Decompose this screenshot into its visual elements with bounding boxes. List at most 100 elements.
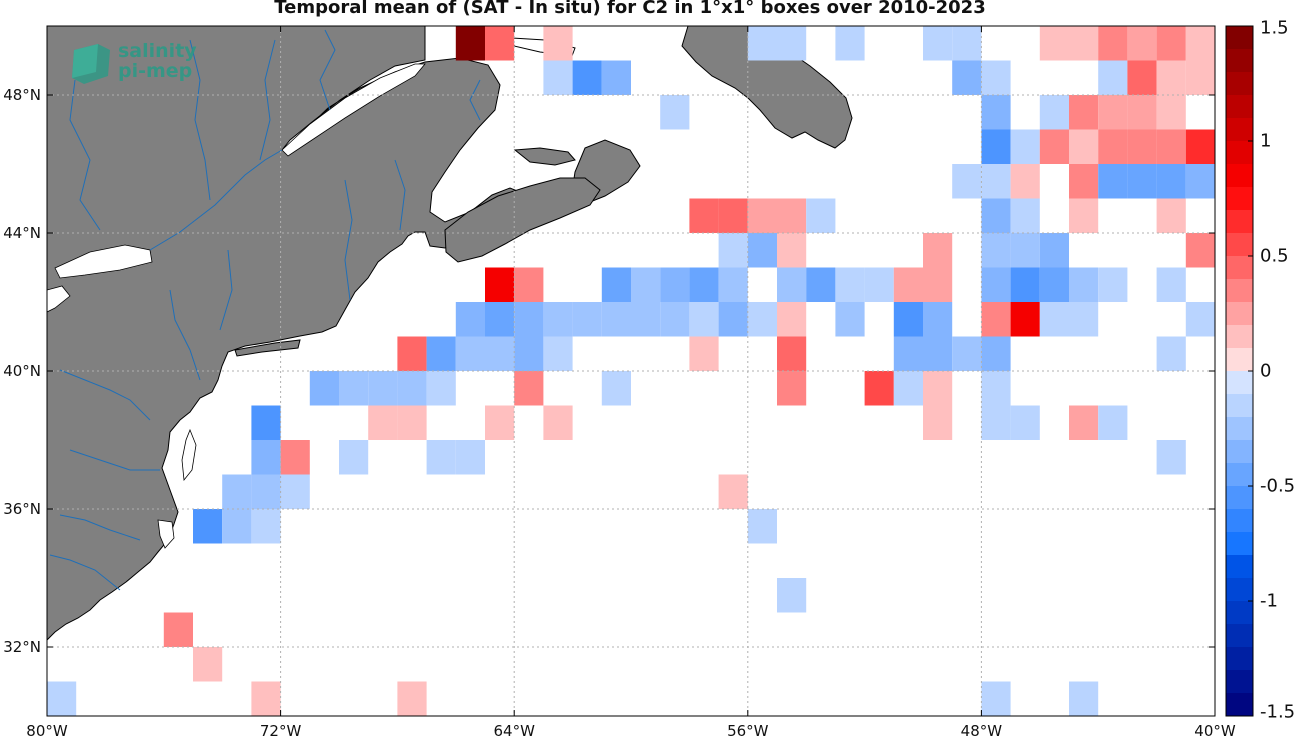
data-cell (163, 612, 193, 647)
colorbar-step (1226, 210, 1253, 234)
data-cell (1156, 26, 1186, 61)
data-cell (689, 198, 719, 233)
data-cell (1069, 164, 1099, 199)
data-cell (893, 336, 923, 371)
data-cell (1098, 405, 1128, 440)
data-cell (1156, 164, 1186, 199)
colorbar-step (1226, 670, 1253, 694)
data-cell (397, 336, 427, 371)
colorbar-step (1226, 72, 1253, 96)
data-cell (747, 198, 777, 233)
data-cell (747, 302, 777, 337)
colorbar-step (1226, 394, 1253, 418)
data-cell (893, 267, 923, 302)
colorbar-tick-label: 1.5 (1260, 17, 1289, 39)
data-cell (835, 267, 865, 302)
data-cell (543, 26, 573, 61)
colorbar-step (1226, 509, 1253, 533)
y-tick-label: 40°N (3, 362, 41, 380)
data-cell (981, 95, 1011, 130)
data-cell (222, 509, 252, 544)
data-cell (309, 371, 339, 406)
logo-line-2: pi-mep (118, 60, 193, 82)
river (344, 179, 353, 301)
data-cell (426, 336, 456, 371)
colorbar-step (1226, 463, 1253, 487)
data-cell (572, 302, 602, 337)
colorbar-step (1226, 325, 1253, 349)
data-cell (835, 26, 865, 61)
data-cell (543, 302, 573, 337)
colorbar-step (1226, 371, 1253, 395)
data-cell (514, 371, 544, 406)
y-tick-label: 36°N (3, 500, 41, 518)
data-cell (981, 60, 1011, 95)
nova-scotia (444, 177, 601, 263)
colorbar-step (1226, 532, 1253, 556)
data-cell (601, 302, 631, 337)
colorbar-step (1226, 279, 1253, 303)
colorbar-step (1226, 256, 1253, 280)
data-cell (1069, 681, 1099, 716)
colorbar-step (1226, 118, 1253, 142)
data-cell (718, 198, 748, 233)
x-tick-label: 80°W (26, 722, 68, 740)
colorbar-step (1226, 95, 1253, 119)
data-cell (923, 302, 953, 337)
data-cell (1185, 164, 1215, 199)
river (219, 249, 233, 331)
data-cell (426, 371, 456, 406)
data-cell (718, 233, 748, 268)
colorbar-step (1226, 233, 1253, 257)
data-cell (923, 233, 953, 268)
data-cell (1010, 164, 1040, 199)
x-tick-label: 64°W (493, 722, 535, 740)
data-cell (981, 233, 1011, 268)
data-cell (1010, 198, 1040, 233)
data-cell (981, 129, 1011, 164)
x-tick-label: 48°W (960, 722, 1003, 740)
colorbar-step (1226, 578, 1253, 602)
data-cell (981, 405, 1011, 440)
colorbar-step (1226, 49, 1253, 73)
data-cell (1069, 302, 1099, 337)
data-cell (1069, 198, 1099, 233)
data-cell (1185, 60, 1215, 95)
data-cell (543, 60, 573, 95)
data-cell (923, 405, 953, 440)
map-title: Temporal mean of (SAT - In situ) for C2 … (274, 0, 986, 18)
data-cell (1039, 267, 1069, 302)
data-cell (777, 26, 807, 61)
river (469, 79, 481, 121)
data-cell (1010, 405, 1040, 440)
data-cell (543, 336, 573, 371)
data-cell (689, 336, 719, 371)
data-cell (981, 336, 1011, 371)
data-cell (1039, 95, 1069, 130)
data-cell (777, 198, 807, 233)
data-cell (631, 267, 661, 302)
data-cell (1185, 129, 1215, 164)
st-lawrence-estuary (281, 63, 426, 157)
data-cell (455, 336, 485, 371)
data-cell (952, 26, 982, 61)
data-cell (777, 371, 807, 406)
data-cell (1098, 267, 1128, 302)
data-cell (952, 336, 982, 371)
data-cell (485, 267, 515, 302)
data-cell (660, 95, 690, 130)
data-cell (981, 267, 1011, 302)
data-cell (747, 509, 777, 544)
data-cell (339, 371, 369, 406)
river (59, 369, 151, 421)
data-cell (1098, 26, 1128, 61)
data-cell (777, 233, 807, 268)
data-cell (455, 302, 485, 337)
river (189, 39, 211, 201)
data-cell (777, 336, 807, 371)
data-cell (1156, 267, 1186, 302)
colorbar-step (1226, 647, 1253, 671)
data-cell (1156, 60, 1186, 95)
data-cell (660, 302, 690, 337)
